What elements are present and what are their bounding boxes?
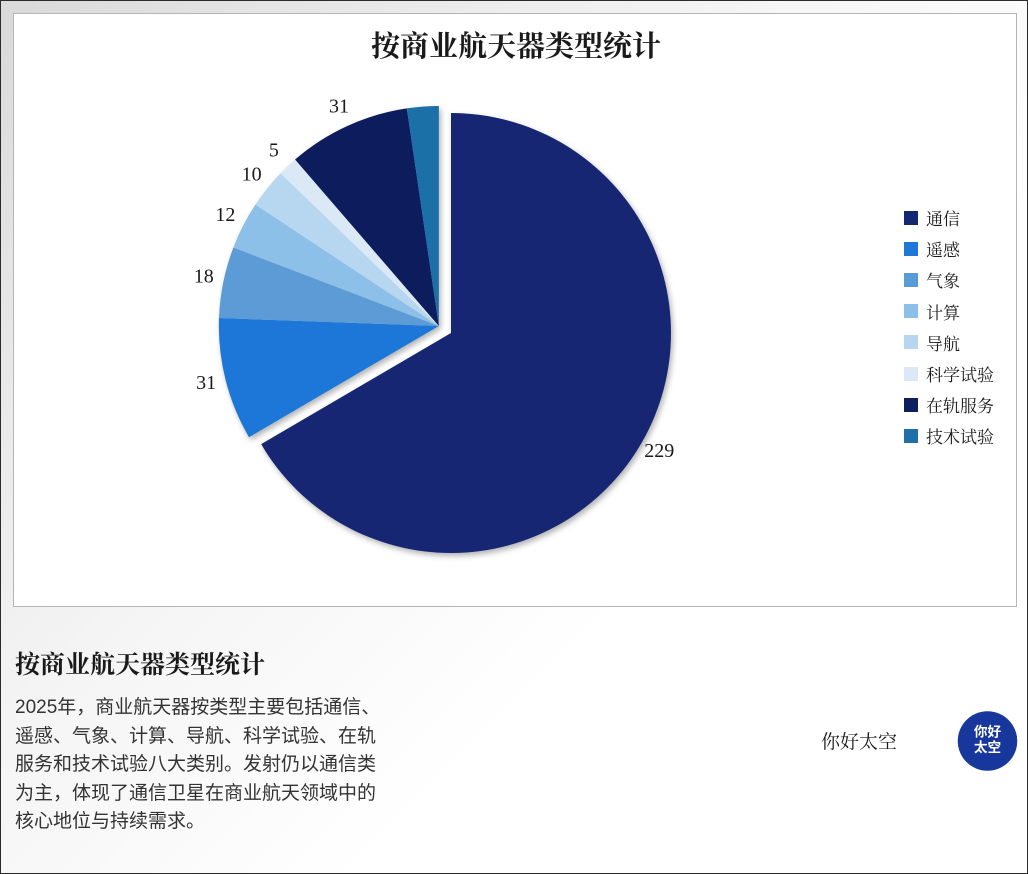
svg-text:229: 229 — [644, 440, 674, 462]
svg-text:5: 5 — [269, 139, 279, 161]
svg-text:18: 18 — [194, 266, 214, 288]
svg-text:10: 10 — [242, 163, 262, 185]
svg-text:12: 12 — [215, 204, 235, 226]
svg-text:太空: 太空 — [974, 739, 1001, 755]
svg-text:31: 31 — [196, 372, 216, 394]
svg-text:你好: 你好 — [974, 725, 1002, 740]
svg-text:31: 31 — [329, 95, 349, 117]
